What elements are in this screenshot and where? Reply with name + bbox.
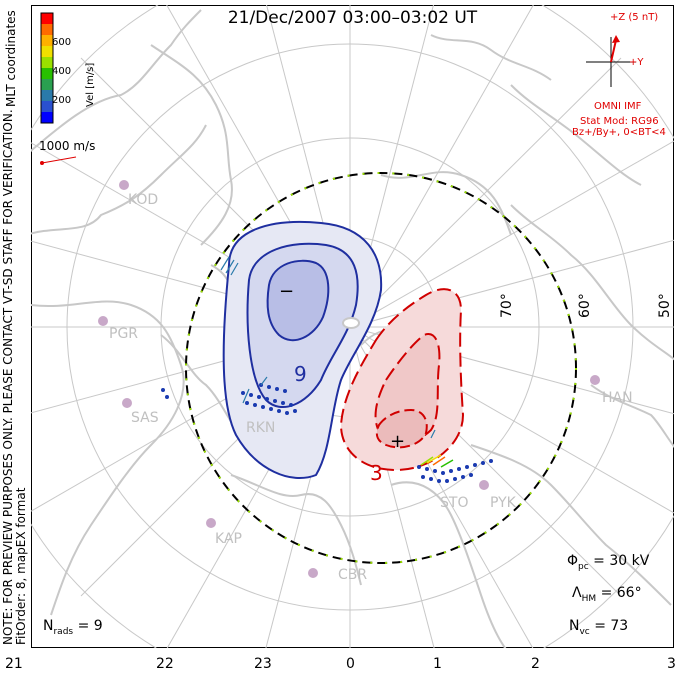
nrads-symbol: N xyxy=(43,618,54,634)
mlt-tick-23: 23 xyxy=(254,656,272,672)
station-sto: STO xyxy=(440,495,469,511)
colorbar-segment xyxy=(41,57,53,69)
scale-vector xyxy=(40,156,77,165)
mlt-tick-3: 3 xyxy=(667,656,676,672)
imf-y-label: +Y xyxy=(629,57,644,68)
mlt-coordinates-label: MLT coordinates xyxy=(4,10,18,107)
lambda-subscript: HM xyxy=(581,593,597,604)
mlt-tick-0: 0 xyxy=(346,656,355,672)
colorbar-segment xyxy=(41,79,53,91)
lambda-value: = 66° xyxy=(600,585,642,601)
negative-contour-label: 9 xyxy=(294,362,307,386)
colorbar-segment xyxy=(41,24,53,36)
stat-n-vectors: Nvc = 73 xyxy=(569,618,628,637)
velocity-vectors-sto xyxy=(161,388,493,483)
colorbar-tick-400: 400 xyxy=(52,66,72,77)
positive-contour-label: 3 xyxy=(370,461,383,485)
velocity-colorbar xyxy=(40,12,54,124)
lambda-symbol: Λ xyxy=(572,585,582,601)
station-kod: KOD xyxy=(128,192,159,208)
lat-label-50: 50° xyxy=(657,293,673,318)
stat-n-radars: Nrads = 9 xyxy=(43,618,103,637)
map-title: 21/Dec/2007 03:00–03:02 UT xyxy=(227,8,478,28)
phi-value: = 30 kV xyxy=(593,553,650,569)
nvc-value: = 73 xyxy=(594,618,629,634)
mlt-tick-21: 21 xyxy=(5,656,23,672)
preview-note: NOTE: FOR PREVIEW PURPOSES ONLY. PLEASE … xyxy=(1,109,15,645)
colorbar-segment xyxy=(41,46,53,58)
positive-cell xyxy=(339,288,465,472)
lat-label-70: 70° xyxy=(499,293,515,318)
station-rkn: RKN xyxy=(246,420,276,436)
stat-hm-latitude: ΛHM = 66° xyxy=(572,585,642,604)
lat-label-60: 60° xyxy=(577,293,593,318)
scale-vector-label: 1000 m/s xyxy=(39,139,96,153)
station-cbr: CBR xyxy=(338,567,368,583)
colorbar-segment xyxy=(41,35,53,47)
station-markers xyxy=(98,180,600,578)
colorbar-label: Vel [m/s] xyxy=(85,62,96,107)
imf-condition: Bz+/By+, 0<BT<4 xyxy=(572,127,666,138)
mlt-tick-2: 2 xyxy=(531,656,540,672)
fit-order-label: FitOrder: 8, mapEX format xyxy=(14,487,28,645)
mlt-tick-22: 22 xyxy=(156,656,174,672)
station-pgr: PGR xyxy=(109,326,139,342)
pole-marker xyxy=(342,317,360,329)
stat-cross-polar-potential: Φpc = 30 kV xyxy=(567,553,649,572)
imf-source: OMNI IMF xyxy=(594,101,642,112)
colorbar-segment xyxy=(41,112,53,124)
convection-map xyxy=(31,5,674,648)
phi-symbol: Φ xyxy=(567,553,579,569)
station-kap: KAP xyxy=(215,531,242,547)
colorbar-segment xyxy=(41,68,53,80)
imf-stat-mod: Stat Mod: RG96 xyxy=(580,116,659,127)
colorbar-segment xyxy=(41,90,53,102)
colorbar-tick-200: 200 xyxy=(52,95,72,106)
mlt-tick-1: 1 xyxy=(433,656,442,672)
nvc-symbol: N xyxy=(569,618,580,634)
station-han: HAN xyxy=(602,390,633,406)
station-sas: SAS xyxy=(131,410,159,426)
imf-z-label: +Z (5 nT) xyxy=(610,12,659,23)
potential-min-marker: − xyxy=(279,281,295,302)
colorbar-segment xyxy=(41,101,53,113)
colorbar-border xyxy=(40,12,54,124)
velocity-vector-lines xyxy=(220,256,436,439)
phi-subscript: pc xyxy=(578,561,589,572)
colorbar-tick-600: 600 xyxy=(52,37,72,48)
imf-dial xyxy=(586,35,636,87)
velocity-vectors-rkn xyxy=(241,383,297,415)
negative-cell xyxy=(222,220,383,480)
velocity-vectors-colored xyxy=(420,454,454,468)
nvc-subscript: vc xyxy=(579,626,590,637)
station-pyk: PYK xyxy=(490,495,516,511)
hm-boundary-vectors xyxy=(185,172,577,564)
nrads-value: = 9 xyxy=(77,618,103,634)
nrads-subscript: rads xyxy=(53,626,74,637)
colorbar-segment xyxy=(41,13,53,25)
potential-max-marker: + xyxy=(390,431,406,452)
